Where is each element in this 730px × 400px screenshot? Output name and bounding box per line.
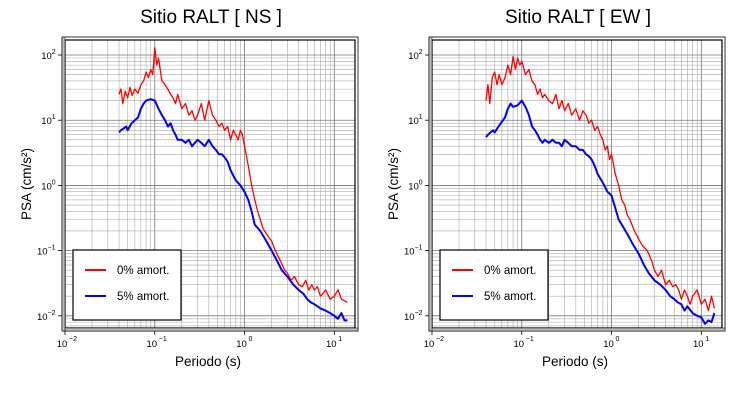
chart-panel-ns: Sitio RALT [ NS ]10 −2 10 −1 10 0 10 110 −210 −11… <box>19 7 359 369</box>
chart-title: Sitio RALT [ NS ] <box>140 7 282 28</box>
x-tick-exponent: −1 <box>159 336 167 343</box>
x-tick-exponent: −2 <box>69 336 77 343</box>
y-tick-exponent: 2 <box>419 49 423 56</box>
chart-panel-ew: Sitio RALT [ EW ]10 −2 10 −1 10 0 10 110 −210 −11… <box>386 7 726 369</box>
y-tick-label: 10 <box>408 51 419 62</box>
x-axis-label: Periodo (s) <box>542 354 608 369</box>
x-tick-label: 10 <box>424 339 435 350</box>
y-tick-label: 10 <box>404 312 415 323</box>
x-tick-label: 10 <box>146 339 157 350</box>
series-line-amort-0 <box>485 55 716 312</box>
x-tick-label: 10 <box>236 339 247 350</box>
x-axis-label: Periodo (s) <box>175 354 241 369</box>
legend-label: 0% amort. <box>484 265 536 277</box>
x-tick-exponent: −1 <box>526 336 534 343</box>
y-tick-exponent: 0 <box>419 179 423 186</box>
y-tick-exponent: −2 <box>48 310 56 317</box>
y-tick-exponent: −1 <box>415 245 423 252</box>
x-tick-exponent: 0 <box>616 336 620 343</box>
legend-label: 5% amort. <box>484 291 536 303</box>
x-tick-label: 10 <box>57 339 68 350</box>
legend-box <box>72 249 182 321</box>
legend-label: 0% amort. <box>117 265 169 277</box>
chart-title: Sitio RALT [ EW ] <box>505 7 651 28</box>
y-tick-label: 10 <box>37 247 48 258</box>
y-axis-label: PSA (cm/s²) <box>386 148 401 220</box>
x-tick-exponent: 1 <box>705 336 709 343</box>
y-tick-label: 10 <box>41 51 52 62</box>
x-tick-label: 10 <box>326 339 337 350</box>
grid <box>432 40 722 328</box>
x-tick-exponent: −2 <box>436 336 444 343</box>
y-tick-exponent: 1 <box>419 114 423 121</box>
y-tick-exponent: −1 <box>48 245 56 252</box>
x-tick-label: 10 <box>693 339 704 350</box>
series-line-amort-5 <box>118 98 348 322</box>
x-axis-bar <box>428 327 726 332</box>
series-group <box>118 46 348 322</box>
series-group <box>485 55 716 325</box>
y-axis-label: PSA (cm/s²) <box>19 148 34 220</box>
y-tick-label: 10 <box>41 116 52 127</box>
y-tick-exponent: 0 <box>52 179 56 186</box>
y-tick-label: 10 <box>41 181 52 192</box>
y-tick-exponent: 1 <box>52 114 56 121</box>
y-tick-exponent: 2 <box>52 49 56 56</box>
y-axis-bar <box>61 36 66 332</box>
legend: 0% amort. 5% amort. <box>439 249 549 321</box>
y-tick-exponent: −2 <box>415 310 423 317</box>
series-line-amort-5 <box>485 99 716 325</box>
y-tick-label: 10 <box>408 116 419 127</box>
y-tick-label: 10 <box>404 247 415 258</box>
series-line-amort-0 <box>118 46 348 304</box>
legend: 0% amort. 5% amort. <box>72 249 182 321</box>
y-axis-bar <box>428 36 433 332</box>
y-tick-label: 10 <box>408 181 419 192</box>
x-axis-bar <box>61 327 359 332</box>
x-tick-label: 10 <box>513 339 524 350</box>
x-tick-exponent: 1 <box>338 336 342 343</box>
x-tick-exponent: 0 <box>249 336 253 343</box>
legend-label: 5% amort. <box>117 291 169 303</box>
legend-box <box>439 249 549 321</box>
x-tick-label: 10 <box>603 339 614 350</box>
y-tick-label: 10 <box>37 312 48 323</box>
